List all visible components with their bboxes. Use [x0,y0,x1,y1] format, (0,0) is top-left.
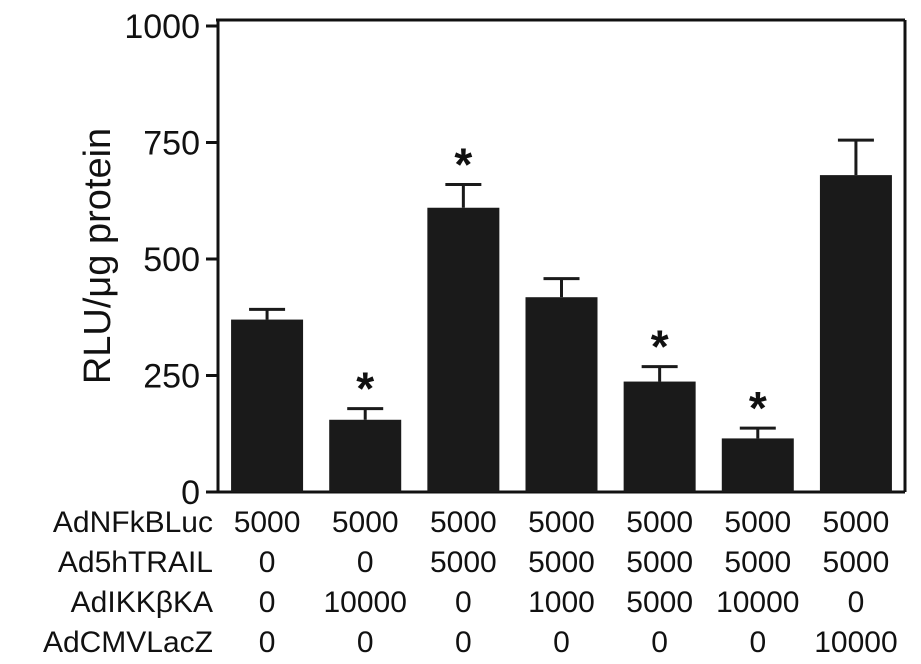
table-cell: 0 [553,626,570,659]
y-axis-label: RLU/μg protein [77,128,119,384]
table-cell: 5000 [626,506,693,539]
significance-marker: * [749,382,767,434]
table-cell: 1000 [528,586,595,619]
table-cell: 5000 [724,506,791,539]
table-cell: 5000 [626,586,693,619]
y-tick-label: 0 [181,474,200,512]
table-cell: 0 [259,626,276,659]
table-cell: 0 [848,586,865,619]
table-cell: 0 [455,586,472,619]
significance-marker: * [651,321,669,373]
bar [525,297,598,492]
y-tick-label: 250 [143,358,200,396]
bar [427,207,500,493]
table-cell: 0 [357,546,374,579]
table-cell: 5000 [430,546,497,579]
y-tick-label: 500 [143,241,200,279]
significance-marker: * [356,363,374,415]
treatment-table: AdNFkBLuc 5000 5000 5000 5000 5000 5000 5000 Ad5… [43,506,898,659]
bar [623,381,696,492]
table-row-label: AdNFkBLuc [53,506,213,539]
table-cell: 5000 [823,546,890,579]
table-cell: 0 [749,626,766,659]
table-cell: 5000 [332,506,399,539]
y-ticks: 0 250 500 750 1000 [124,8,218,512]
table-cell: 5000 [528,506,595,539]
table-cell: 5000 [430,506,497,539]
table-cell: 10000 [716,586,799,619]
bar [819,175,892,492]
bar [329,419,402,492]
table-cell: 0 [357,626,374,659]
y-tick-label: 750 [143,125,200,163]
table-cell: 5000 [234,506,301,539]
table-cell: 10000 [323,586,406,619]
table-row-label: AdIKKβKA [71,586,213,619]
table-cell: 5000 [528,546,595,579]
table-cell: 0 [259,586,276,619]
bar [231,319,304,492]
significance-marker: * [454,138,472,190]
table-cell: 10000 [814,626,897,659]
y-tick-label: 1000 [124,8,200,46]
plot-area: 0 250 500 750 1000 * * * * [124,8,907,512]
table-row-label: Ad5hTRAIL [58,546,213,579]
table-cell: 5000 [626,546,693,579]
table-cell: 0 [455,626,472,659]
table-cell: 5000 [724,546,791,579]
table-row-label: AdCMVLacZ [43,626,213,659]
table-cell: 5000 [823,506,890,539]
bar [721,438,794,492]
table-cell: 0 [259,546,276,579]
bars: * * * * [231,138,892,493]
table-cell: 0 [651,626,668,659]
